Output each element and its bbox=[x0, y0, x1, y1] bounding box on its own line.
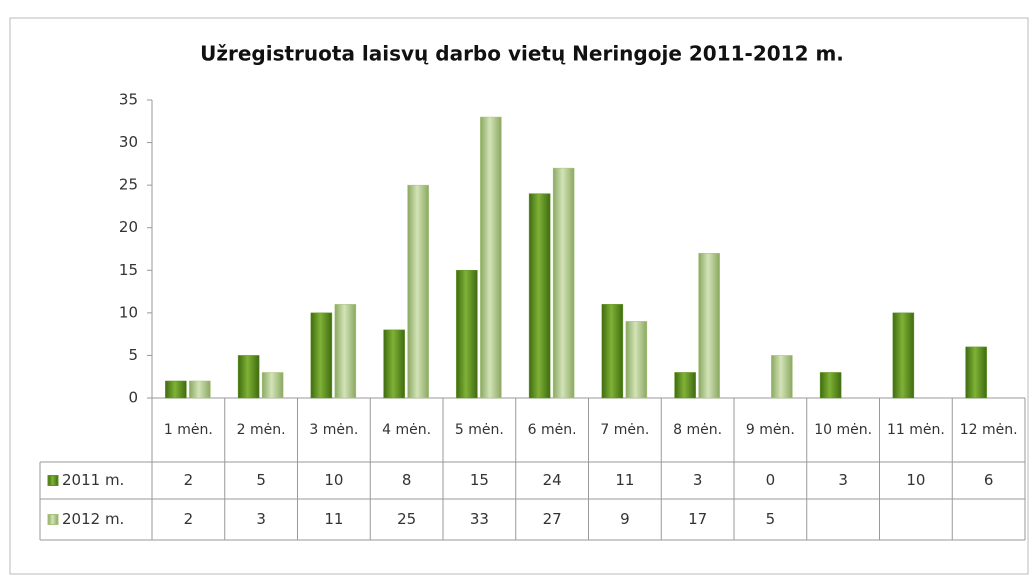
x-tick-label: 10 mėn. bbox=[814, 422, 872, 438]
table-value: 11 bbox=[615, 471, 634, 489]
x-tick-label: 7 mėn. bbox=[600, 422, 649, 438]
table-value: 5 bbox=[766, 510, 776, 528]
y-tick-label: 30 bbox=[119, 133, 138, 151]
table-value: 3 bbox=[256, 510, 266, 528]
x-tick-label: 12 mėn. bbox=[960, 422, 1018, 438]
bar bbox=[407, 184, 429, 399]
bar bbox=[261, 372, 284, 399]
table-value: 33 bbox=[470, 510, 489, 528]
table-value: 9 bbox=[620, 510, 630, 528]
bar bbox=[456, 270, 478, 399]
table-value: 11 bbox=[324, 510, 343, 528]
table-value: 17 bbox=[688, 510, 707, 528]
x-tick-label: 6 mėn. bbox=[528, 422, 577, 438]
bar bbox=[892, 312, 915, 399]
bar bbox=[528, 193, 551, 399]
bar bbox=[625, 321, 648, 399]
x-tick-label: 1 mėn. bbox=[164, 422, 213, 438]
bar bbox=[310, 312, 333, 399]
table-value: 10 bbox=[324, 471, 343, 489]
bar bbox=[165, 380, 187, 399]
chart-frame bbox=[9, 17, 1029, 575]
bar bbox=[237, 355, 260, 399]
y-tick-label: 25 bbox=[119, 176, 138, 194]
bar bbox=[552, 167, 575, 399]
bar bbox=[819, 372, 842, 399]
y-tick-label: 15 bbox=[119, 261, 138, 279]
table-value: 3 bbox=[838, 471, 848, 489]
x-tick-label: 2 mėn. bbox=[237, 422, 286, 438]
chart-title: Užregistruota laisvų darbo vietų Neringo… bbox=[200, 42, 844, 66]
x-tick-label: 4 mėn. bbox=[382, 422, 431, 438]
legend-label: 2012 m. bbox=[62, 510, 124, 528]
table-value: 0 bbox=[766, 471, 776, 489]
bar bbox=[674, 372, 696, 399]
y-tick-label: 10 bbox=[119, 303, 138, 321]
y-tick-label: 5 bbox=[128, 346, 138, 364]
x-tick-label: 5 mėn. bbox=[455, 422, 504, 438]
table-value: 6 bbox=[984, 471, 994, 489]
bar bbox=[334, 304, 357, 399]
x-tick-label: 3 mėn. bbox=[309, 422, 358, 438]
table-value: 25 bbox=[397, 510, 416, 528]
bar bbox=[698, 253, 720, 399]
bar bbox=[771, 355, 793, 399]
bar bbox=[601, 304, 624, 399]
y-tick-label: 0 bbox=[128, 389, 138, 407]
table-value: 10 bbox=[906, 471, 925, 489]
y-tick-label: 35 bbox=[119, 91, 138, 109]
table-value: 8 bbox=[402, 471, 412, 489]
legend-swatch bbox=[47, 514, 59, 525]
legend-label: 2011 m. bbox=[62, 471, 124, 489]
table-value: 2 bbox=[184, 510, 194, 528]
bar bbox=[189, 380, 211, 399]
table-value: 2 bbox=[184, 471, 194, 489]
table-value: 15 bbox=[470, 471, 489, 489]
x-tick-label: 11 mėn. bbox=[887, 422, 945, 438]
bar bbox=[383, 329, 405, 399]
table-value: 24 bbox=[543, 471, 562, 489]
legend-swatch bbox=[47, 475, 59, 486]
table-value: 27 bbox=[543, 510, 562, 528]
table-value: 5 bbox=[256, 471, 266, 489]
bar bbox=[965, 346, 987, 399]
bar bbox=[480, 116, 502, 399]
table-value: 3 bbox=[693, 471, 703, 489]
x-tick-label: 8 mėn. bbox=[673, 422, 722, 438]
y-tick-label: 20 bbox=[119, 218, 138, 236]
x-tick-label: 9 mėn. bbox=[746, 422, 795, 438]
